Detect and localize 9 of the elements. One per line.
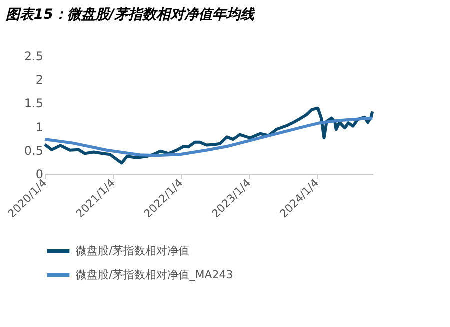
y-tick-label: 2	[36, 73, 44, 88]
y-tick-label: 0.5	[24, 144, 44, 158]
legend-label: 微盘股/茅指数相对净值	[76, 244, 190, 258]
line-series	[44, 116, 374, 158]
y-tick-label: 1.5	[24, 96, 44, 111]
chart-title: 图表15：微盘股/茅指数相对净值年均线	[6, 7, 256, 23]
y-tick-label: 1	[36, 120, 44, 134]
legend-label: 微盘股/茅指数相对净值_MA243	[76, 268, 234, 282]
y-tick-label: 2.5	[24, 50, 44, 64]
